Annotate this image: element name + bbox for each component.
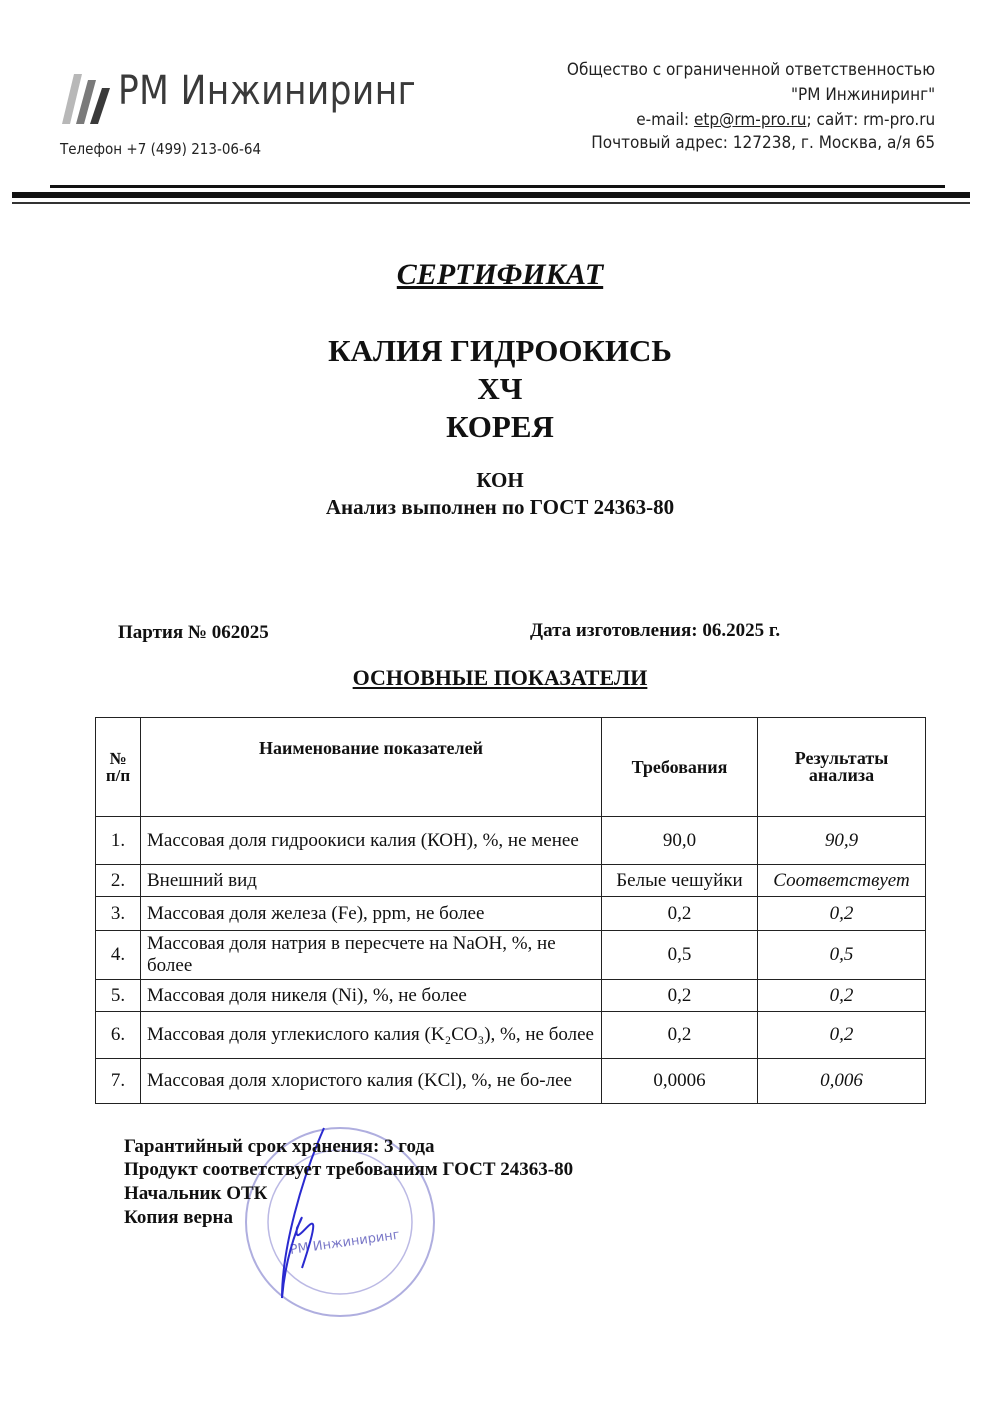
row-number: 2. [95, 864, 141, 897]
divider [50, 185, 945, 188]
requirement-value: 0,5 [601, 930, 758, 980]
table-row: 1. Массовая доля гидроокиси калия (КОН), … [95, 816, 926, 865]
company-line2: "РМ Инжиниринг" [790, 85, 935, 105]
indicator-name: Массовая доля хлористого калия (KCl), %,… [140, 1058, 602, 1104]
manufacture-date: Дата изготовления: 06.2025 г. [530, 620, 781, 641]
indicators-table: № п/п Наименование показателей Требовани… [95, 717, 926, 1104]
row-number: 6. [95, 1011, 141, 1059]
table-row: 6. Массовая доля углекислого калия (K₂CO₃… [95, 1011, 926, 1059]
header-name: Наименование показателей [140, 717, 602, 817]
row-number: 5. [95, 979, 141, 1012]
requirement-value: 90,0 [601, 816, 758, 865]
row-number: 1. [95, 816, 141, 865]
table-row: 7. Массовая доля хлористого калия (KCl), … [95, 1058, 926, 1104]
indicator-name: Массовая доля никеля (Ni), %, не более [140, 979, 602, 1012]
result-value: 0,006 [757, 1058, 926, 1104]
indicator-name: Массовая доля железа (Fe), ppm, не более [140, 896, 602, 931]
site: ; сайт: rm-pro.ru [806, 110, 935, 130]
qc-head: Начальник ОТК [124, 1183, 268, 1204]
header-results: Результаты анализа [757, 717, 926, 817]
product-name: КАЛИЯ ГИДРООКИСЬ [328, 333, 672, 368]
requirement-value: 0,2 [601, 896, 758, 931]
logo-text: РМ Инжиниринг [118, 68, 417, 114]
email-label: e-mail: [636, 110, 694, 130]
requirement-value: Белые чешуйки [601, 864, 758, 897]
indicator-name: Массовая доля гидроокиси калия (КОН), %,… [140, 816, 602, 865]
product-formula: КОН [476, 468, 524, 492]
table-row: 4. Массовая доля натрия в пересчете на Na… [95, 930, 926, 980]
batch-number: Партия № 062025 [118, 622, 269, 643]
product-grade: ХЧ [477, 371, 523, 406]
requirement-value: 0,0006 [601, 1058, 758, 1104]
compliance: Продукт соответствует требованиям ГОСТ 2… [124, 1159, 574, 1180]
logo [60, 66, 116, 126]
requirement-value: 0,2 [601, 979, 758, 1012]
indicator-name: Внешний вид [140, 864, 602, 897]
header-num: № п/п [95, 717, 141, 817]
indicator-name: Массовая доля натрия в пересчете на NaOH… [140, 930, 602, 980]
phone: Телефон +7 (499) 213-06-64 [60, 140, 262, 158]
indicator-name: Массовая доля углекислого калия (K₂CO₃),… [140, 1011, 602, 1059]
result-value: Соответствует [757, 864, 926, 897]
document-title: СЕРТИФИКАТ [396, 258, 604, 291]
result-value: 90,9 [757, 816, 926, 865]
section-title: ОСНОВНЫЕ ПОКАЗАТЕЛИ [352, 665, 648, 690]
email-link[interactable]: etp@rm-pro.ru [693, 110, 807, 130]
result-value: 0,5 [757, 930, 926, 980]
analysis-standard: Анализ выполнен по ГОСТ 24363-80 [325, 495, 675, 519]
table-row: 5. Массовая доля никеля (Ni), %, не более… [95, 979, 926, 1012]
table-row: 3. Массовая доля железа (Fe), ppm, не бол… [95, 896, 926, 931]
table-row: 2. Внешний вид Белые чешуйки Соответствует [95, 864, 926, 897]
address: Почтовый адрес: 127238, г. Москва, а/я 6… [591, 133, 935, 153]
result-value: 0,2 [757, 1011, 926, 1059]
stamp: РМ Инжиниринг [242, 1118, 442, 1323]
result-value: 0,2 [757, 896, 926, 931]
copy-true: Копия верна [124, 1207, 233, 1228]
logo-mark-icon [62, 74, 110, 124]
requirement-value: 0,2 [601, 1011, 758, 1059]
row-number: 7. [95, 1058, 141, 1104]
header-requirements: Требования [601, 717, 758, 817]
company-line1: Общество с ограниченной ответственностью [566, 60, 935, 80]
signature [281, 1127, 325, 1299]
table-header: № п/п Наименование показателей Требовани… [95, 717, 926, 817]
row-number: 4. [95, 930, 141, 980]
divider [12, 202, 970, 204]
stamp-seal-icon: РМ Инжиниринг [245, 1127, 435, 1317]
shelf-life: Гарантийный срок хранения: 3 года [124, 1136, 435, 1157]
divider [12, 192, 970, 198]
result-value: 0,2 [757, 979, 926, 1012]
contacts: e-mail: etp@rm-pro.ru; сайт: rm-pro.ru [636, 110, 935, 130]
row-number: 3. [95, 896, 141, 931]
product-country: КОРЕЯ [446, 409, 554, 444]
